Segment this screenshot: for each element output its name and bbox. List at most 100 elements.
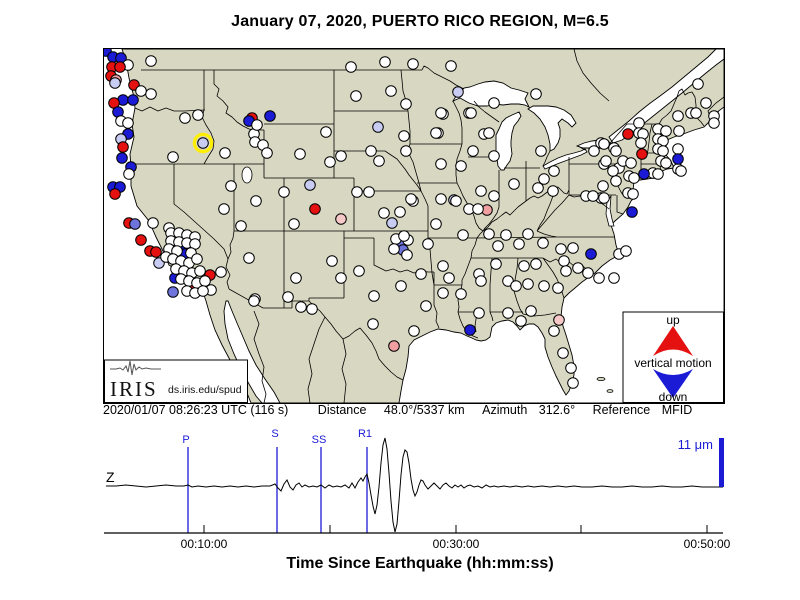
station-dot (199, 275, 211, 287)
station-dot (690, 107, 702, 119)
station-dot (626, 206, 638, 218)
station-dot (535, 145, 547, 157)
station-dot (565, 362, 577, 374)
station-dot (400, 98, 412, 110)
phase-label-R1: R1 (358, 428, 372, 440)
logo-box-background (104, 359, 248, 403)
station-dot (457, 229, 469, 241)
station-dot (122, 117, 134, 129)
reference-label: Reference (592, 403, 651, 417)
seismogram-panel: Z P S SS R1 00:10:00 00:30:00 00:50:00 11 μm (104, 428, 731, 551)
station-dot (261, 147, 273, 159)
station-dot (167, 286, 179, 298)
station-dot (430, 127, 442, 139)
station-dot (248, 295, 260, 307)
station-dot (345, 61, 357, 73)
reference-station-ring (192, 132, 214, 154)
station-dot (513, 238, 525, 250)
azimuth-value: 312.6° (538, 403, 576, 417)
station-dot (483, 228, 495, 240)
station-dot (675, 165, 687, 177)
info-bar: 2020/01/07 08:26:23 UTC (116 s) Distance… (103, 403, 763, 417)
station-dot (700, 97, 712, 109)
station-dot (490, 258, 502, 270)
station-dot (557, 347, 569, 359)
station-dot (622, 128, 634, 140)
station-dot (635, 137, 647, 149)
station-dot (633, 117, 645, 129)
station-dot (435, 158, 447, 170)
station-dot (179, 112, 191, 124)
station-dot (294, 148, 306, 160)
station-dot (598, 138, 610, 150)
station-dot (708, 117, 720, 129)
origin-time: 2020/01/07 08:26:23 UTC (116 s) (103, 403, 289, 417)
station-dot (367, 318, 379, 330)
station-dot (500, 229, 512, 241)
station-dot (652, 168, 664, 180)
station-dot (129, 218, 141, 230)
station-dot (350, 90, 362, 102)
station-dot (660, 125, 672, 137)
station-dot (167, 151, 179, 163)
station-dot (450, 195, 462, 207)
legend-caption: vertical motion (634, 356, 711, 370)
station-dot (555, 243, 567, 255)
station-dot (135, 234, 147, 246)
station-dot (368, 290, 380, 302)
station-dot (295, 301, 307, 313)
amplitude-scale-label: 11 μm (678, 437, 713, 452)
station-dot (150, 246, 162, 258)
station-dot (235, 220, 247, 232)
station-dot (445, 60, 457, 72)
station-dot (552, 282, 564, 294)
station-dot (518, 260, 530, 272)
station-dot (147, 217, 159, 229)
station-dot (620, 245, 632, 257)
station-dot (455, 288, 467, 300)
station-dot (192, 109, 204, 121)
station-dot (455, 160, 467, 172)
station-dot (628, 172, 640, 184)
station-dot (373, 155, 385, 167)
station-dot (465, 107, 477, 119)
station-dot (515, 315, 527, 327)
station-dot (264, 110, 276, 122)
station-dot (560, 265, 572, 277)
station-dot (282, 291, 294, 303)
bahamas-island (606, 389, 614, 393)
station-dot (672, 153, 684, 165)
station-dot (510, 280, 522, 292)
station-dot (116, 152, 128, 164)
station-dot (553, 314, 565, 326)
station-dot (386, 217, 398, 229)
station-dot (525, 305, 537, 317)
station-dot (335, 213, 347, 225)
station-dot (145, 88, 157, 100)
station-dot (420, 300, 432, 312)
station-dot (435, 107, 447, 119)
station-dot (548, 165, 560, 177)
station-dot (547, 185, 559, 197)
station-dot (567, 377, 579, 389)
station-dot (398, 130, 410, 142)
station-dot (492, 240, 504, 252)
station-dot (472, 203, 484, 215)
station-dot (488, 97, 500, 109)
station-dot (548, 325, 560, 337)
station-dot (600, 155, 612, 167)
station-dot (135, 85, 147, 97)
station-dot (558, 255, 570, 267)
up-arrow-icon (653, 326, 693, 356)
station-dot (372, 121, 384, 133)
iris-url: ds.iris.edu/spud (168, 384, 242, 396)
station-dot (191, 253, 203, 265)
station-dot (320, 126, 332, 138)
station-dot (598, 192, 610, 204)
station-dot (437, 287, 449, 299)
station-dot (588, 145, 600, 157)
station-dot (309, 203, 321, 215)
station-dot (304, 179, 316, 191)
seismogram-squiggle-icon (110, 360, 161, 376)
